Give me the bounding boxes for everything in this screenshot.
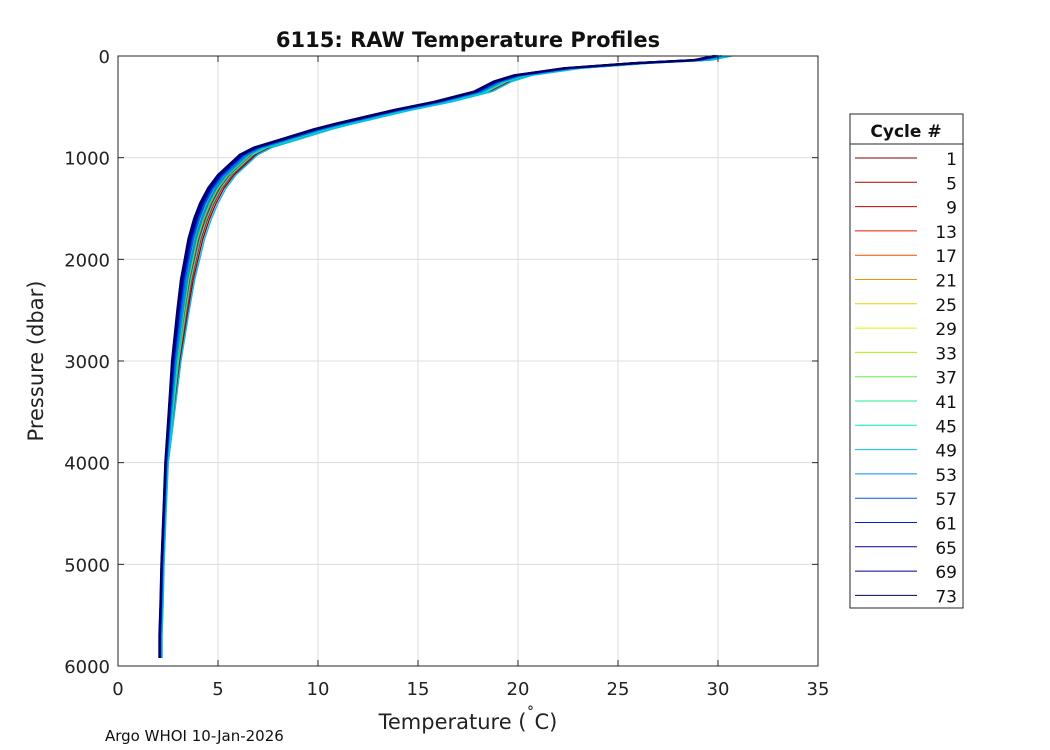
legend-label-17: 17 bbox=[935, 247, 957, 267]
profile-cycle-21 bbox=[159, 55, 722, 658]
legend-label-33: 33 bbox=[935, 344, 957, 364]
grid-lines bbox=[118, 56, 818, 666]
profile-cycle-41 bbox=[160, 55, 725, 658]
profile-cycle-69 bbox=[158, 54, 716, 658]
y-tick-label: 5000 bbox=[64, 555, 110, 576]
profile-cycle-17 bbox=[160, 55, 724, 658]
legend-label-37: 37 bbox=[935, 369, 957, 389]
legend-label-49: 49 bbox=[935, 442, 957, 462]
legend-label-65: 65 bbox=[935, 539, 957, 559]
legend-label-73: 73 bbox=[935, 587, 957, 607]
y-axis: 0 1000 2000 3000 4000 5000 6000 bbox=[64, 47, 818, 678]
y-tick-label: 0 bbox=[99, 47, 110, 68]
profile-cycle-61 bbox=[158, 54, 718, 658]
legend-title: Cycle # bbox=[870, 122, 941, 142]
x-tick-label: 0 bbox=[112, 679, 123, 700]
legend-label-21: 21 bbox=[935, 272, 957, 292]
credit-text: Argo WHOI 10-Jan-2026 bbox=[105, 727, 284, 745]
profile-cycle-57 bbox=[159, 54, 720, 658]
x-tick-label: 25 bbox=[607, 679, 630, 700]
x-axis-label: Temperature (˚C) bbox=[378, 705, 558, 734]
x-tick-label: 5 bbox=[212, 679, 223, 700]
y-tick-label: 1000 bbox=[64, 149, 110, 170]
profile-cycle-25 bbox=[159, 55, 720, 658]
profile-cycle-29 bbox=[159, 55, 719, 658]
legend-label-29: 29 bbox=[935, 320, 957, 340]
profile-cycle-5 bbox=[161, 55, 731, 658]
x-tick-label: 15 bbox=[407, 679, 430, 700]
y-tick-label: 3000 bbox=[64, 352, 110, 373]
profile-cycle-1 bbox=[160, 55, 727, 658]
x-tick-label: 20 bbox=[507, 679, 530, 700]
profile-lines bbox=[158, 54, 733, 658]
profile-cycle-65 bbox=[158, 54, 717, 658]
legend-label-9: 9 bbox=[946, 199, 957, 219]
legend-label-45: 45 bbox=[935, 417, 957, 437]
profile-cycle-49 bbox=[161, 55, 733, 658]
legend-label-41: 41 bbox=[935, 393, 957, 413]
profile-cycle-53 bbox=[159, 54, 723, 658]
x-tick-label: 35 bbox=[807, 679, 830, 700]
profile-cycle-33 bbox=[159, 55, 718, 658]
profile-cycle-45 bbox=[160, 55, 728, 658]
profile-cycle-73 bbox=[158, 54, 715, 658]
x-tick-label: 30 bbox=[707, 679, 730, 700]
x-axis: 0 5 10 15 20 25 30 35 bbox=[112, 56, 829, 700]
y-tick-label: 4000 bbox=[64, 454, 110, 475]
legend-label-57: 57 bbox=[935, 490, 957, 510]
y-axis-label: Pressure (dbar) bbox=[24, 281, 48, 442]
profile-cycle-37 bbox=[159, 55, 722, 658]
legend-label-53: 53 bbox=[935, 466, 957, 486]
chart-title: 6115: RAW Temperature Profiles bbox=[276, 28, 660, 52]
legend-label-69: 69 bbox=[935, 563, 957, 583]
legend: Cycle # 1 5 9 13 17 21 25 29 33 37 41 45 49 53 57 61 65 6… bbox=[849, 113, 964, 609]
legend-label-1: 1 bbox=[946, 150, 957, 170]
legend-label-25: 25 bbox=[935, 296, 957, 316]
y-tick-label: 2000 bbox=[64, 250, 110, 271]
legend-label-61: 61 bbox=[935, 515, 957, 535]
legend-box bbox=[849, 113, 964, 609]
y-tick-label: 6000 bbox=[64, 657, 110, 678]
legend-label-5: 5 bbox=[946, 174, 957, 194]
profile-cycle-13 bbox=[160, 55, 726, 658]
legend-label-13: 13 bbox=[935, 223, 957, 243]
x-tick-label: 10 bbox=[307, 679, 330, 700]
profile-cycle-9 bbox=[160, 55, 729, 658]
legend-entries: 1 5 9 13 17 21 25 29 33 37 41 45 49 53 57 61 65 69 73 bbox=[855, 150, 957, 607]
